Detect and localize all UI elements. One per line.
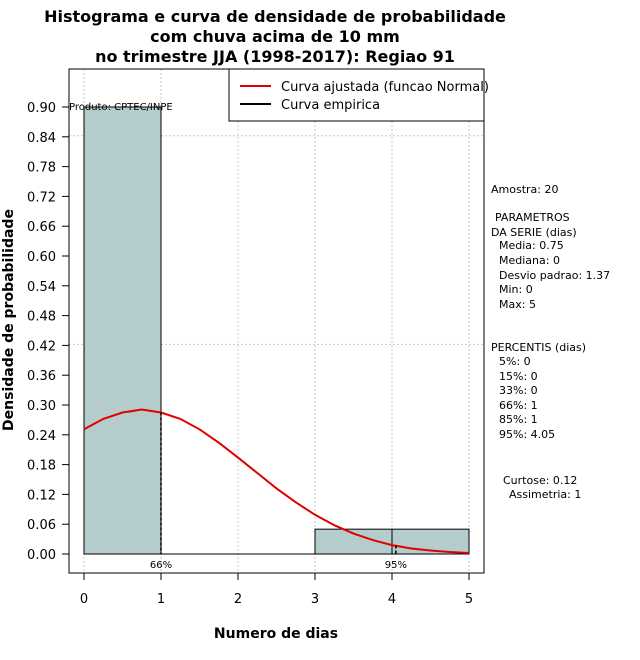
x-tick-label: 3 [311, 592, 319, 607]
y-tick-label: 0.12 [27, 488, 56, 503]
legend-label-empirical: Curva empirica [281, 98, 380, 113]
y-tick-label: 0.24 [27, 429, 56, 444]
y-tick-label: 0.78 [27, 161, 56, 176]
y-tick-label: 0.36 [27, 369, 56, 384]
stat-percentile-85: 85%: 1 [499, 413, 538, 426]
y-tick-label: 0.84 [27, 131, 56, 146]
stat-param-mean: Media: 0.75 [499, 239, 564, 252]
chart-title-line-2: com chuva acima de 10 mm [150, 27, 400, 46]
y-tick-label: 0.90 [27, 101, 56, 116]
chart-title-line-3: no trimestre JJA (1998-2017): Regiao 91 [95, 47, 455, 66]
percentile-markers: 66% 95% [150, 412, 407, 571]
stat-curtose: Curtose: 0.12 [503, 474, 577, 487]
stat-percentile-5: 5%: 0 [499, 355, 531, 368]
stat-param-max: Max: 5 [499, 298, 536, 311]
y-tick-label: 0.60 [27, 250, 56, 265]
y-tick-label: 0.42 [27, 339, 56, 354]
y-tick-label: 0.06 [27, 518, 56, 533]
x-tick-label: 2 [234, 592, 242, 607]
stat-percentile-66: 66%: 1 [499, 399, 538, 412]
y-tick-label: 0.48 [27, 310, 56, 325]
stat-percentile-15: 15%: 0 [499, 370, 538, 383]
stat-sample: Amostra: 20 [491, 183, 558, 196]
percentile-marker-label: 95% [385, 560, 407, 571]
y-axis: 0.00 0.06 0.12 0.18 0.24 0.30 0.36 0.42 0.48 0.54… [27, 101, 70, 563]
y-tick-label: 0.54 [27, 280, 56, 295]
y-tick-label: 0.72 [27, 190, 56, 205]
y-tick-label: 0.00 [27, 548, 56, 563]
stat-assimetria: Assimetria: 1 [509, 488, 581, 501]
x-tick-label: 5 [465, 592, 473, 607]
legend-label-fitted: Curva ajustada (funcao Normal) [281, 80, 489, 95]
x-tick-label: 0 [80, 592, 88, 607]
stat-param-median: Mediana: 0 [499, 254, 560, 267]
stat-param-stddev: Desvio padrao: 1.37 [499, 269, 610, 282]
stats-panel: Amostra: 20 PARAMETROS DA SERIE (dias) M… [491, 183, 610, 501]
fitted-curve [83, 408, 470, 554]
y-tick-label: 0.30 [27, 399, 56, 414]
chart-title-line-1: Histograma e curva de densidade de proba… [44, 7, 506, 26]
product-label: Produto: CPTEC/INPE [69, 102, 173, 113]
x-tick-label: 4 [388, 592, 396, 607]
histogram-bar [83, 106, 162, 555]
percentile-marker-label: 66% [150, 560, 172, 571]
stat-percentiles-header: PERCENTIS (dias) [491, 341, 586, 354]
stat-params-header-1: PARAMETROS [495, 211, 570, 224]
y-tick-label: 0.66 [27, 220, 56, 235]
x-tick-label: 1 [157, 592, 165, 607]
stat-percentile-33: 33%: 0 [499, 384, 538, 397]
stat-params-header-2: DA SERIE (dias) [491, 226, 577, 239]
x-axis: 0 1 2 3 4 5 [80, 572, 473, 607]
histogram-bars [83, 106, 470, 555]
legend: Curva ajustada (funcao Normal) Curva emp… [228, 68, 489, 122]
stat-percentile-95: 95%: 4.05 [499, 428, 555, 441]
x-axis-title: Numero de dias [214, 626, 338, 642]
stat-param-min: Min: 0 [499, 283, 533, 296]
fitted-curve-line [83, 408, 470, 554]
y-tick-label: 0.18 [27, 459, 56, 474]
legend-box [228, 68, 485, 122]
y-axis-title: Densidade de probabilidade [1, 209, 17, 431]
